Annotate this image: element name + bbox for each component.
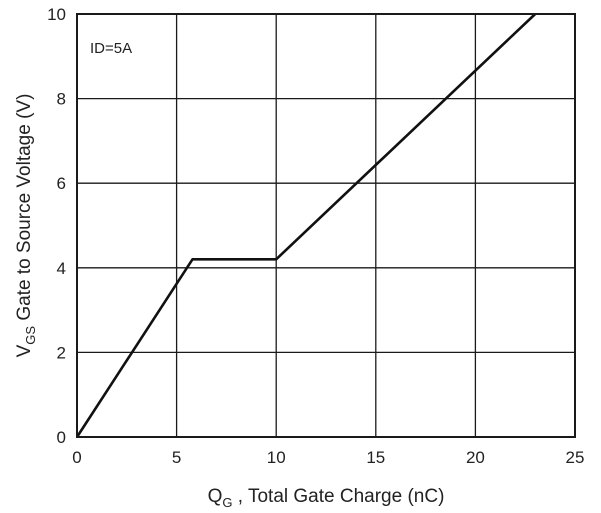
x-tick-labels: 0 5 10 15 20 25 [72, 448, 584, 467]
x-axis-symbol-sub: G [222, 495, 232, 510]
y-tick-labels: 0 2 4 6 8 10 [47, 5, 66, 447]
plot-frame [76, 13, 576, 438]
y-tick-label: 4 [57, 259, 66, 278]
x-tick-label: 20 [466, 448, 485, 467]
annotation-id: ID=5A [90, 40, 132, 57]
x-tick-label: 10 [267, 448, 286, 467]
x-tick-label: 25 [566, 448, 585, 467]
y-tick-label: 10 [47, 5, 66, 24]
y-axis-symbol-sub: GS [23, 326, 38, 345]
x-axis-title: QG , Total Gate Charge (nC) [208, 486, 445, 510]
y-axis-label-text: Gate to Source Voltage (V) [14, 94, 35, 326]
grid [76, 13, 576, 438]
y-tick-label: 2 [57, 343, 66, 362]
x-axis-symbol: Q [208, 486, 223, 507]
y-tick-label: 8 [57, 90, 66, 109]
x-tick-label: 15 [366, 448, 385, 467]
y-axis-symbol: V [14, 344, 35, 357]
x-tick-label: 5 [172, 448, 181, 467]
x-axis-label-text: , Total Gate Charge (nC) [232, 486, 444, 507]
x-tick-label: 0 [72, 448, 81, 467]
y-tick-label: 6 [57, 174, 66, 193]
y-tick-label: 0 [57, 428, 66, 447]
series-line-vgs [75, 13, 537, 438]
y-axis-title: VGS Gate to Source Voltage (V) [14, 94, 38, 358]
